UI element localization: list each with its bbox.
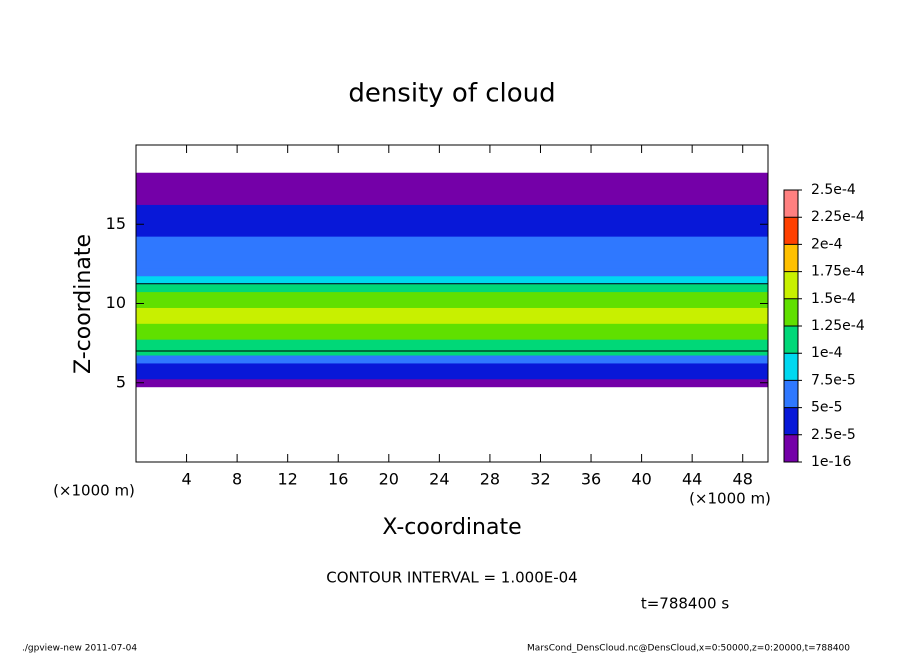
y-tick-label: 10 bbox=[106, 293, 126, 312]
colorbar-swatch bbox=[784, 407, 798, 435]
field-band bbox=[136, 220, 768, 229]
contour-note: CONTOUR INTERVAL = 1.000E-04 bbox=[326, 569, 577, 587]
x-tick-label: 16 bbox=[328, 470, 348, 489]
field-band bbox=[136, 370, 768, 380]
x-tick-label: 12 bbox=[278, 470, 298, 489]
colorbar-swatch bbox=[784, 380, 798, 408]
x-tick-label: 32 bbox=[530, 470, 550, 489]
x-tick-label: 4 bbox=[181, 470, 191, 489]
x-unit: (×1000 m) bbox=[689, 490, 771, 508]
colorbar-swatch bbox=[784, 190, 798, 218]
field-band bbox=[136, 323, 768, 332]
x-tick-label: 24 bbox=[429, 470, 449, 489]
x-tick-label: 28 bbox=[480, 470, 500, 489]
x-axis-label: X-coordinate bbox=[382, 515, 521, 540]
x-tick-label: 40 bbox=[631, 470, 651, 489]
chart-title: density of cloud bbox=[348, 79, 555, 109]
colorbar-label: 1.25e-4 bbox=[811, 318, 865, 334]
field-band bbox=[136, 378, 768, 388]
field-band bbox=[136, 196, 768, 205]
y-tick-label: 5 bbox=[116, 372, 126, 391]
field-band bbox=[136, 299, 768, 308]
colorbar-swatch bbox=[784, 326, 798, 354]
field-band bbox=[136, 283, 768, 293]
y-tick-label: 15 bbox=[106, 214, 126, 233]
field-band bbox=[136, 291, 768, 301]
field-band bbox=[136, 180, 768, 190]
colorbar-label: 2e-4 bbox=[811, 236, 843, 252]
colorbar-swatch bbox=[784, 353, 798, 381]
field-band bbox=[136, 362, 768, 372]
colorbar-label: 1.75e-4 bbox=[811, 264, 865, 280]
y-unit: (×1000 m) bbox=[53, 482, 135, 500]
colorbar-label: 1.5e-4 bbox=[811, 291, 856, 307]
colorbar-label: 2.5e-5 bbox=[811, 427, 856, 443]
colorbar-swatch bbox=[784, 298, 798, 326]
colorbar-swatch bbox=[784, 217, 798, 245]
field-band bbox=[136, 244, 768, 253]
field-band bbox=[136, 172, 768, 182]
x-tick-label: 48 bbox=[733, 470, 753, 489]
field-band bbox=[136, 339, 768, 348]
colorbar-label: 2.5e-4 bbox=[811, 182, 856, 198]
field-band bbox=[136, 236, 768, 245]
field-band bbox=[136, 251, 768, 261]
colorbar-label: 2.25e-4 bbox=[811, 209, 865, 225]
field-band bbox=[136, 228, 768, 237]
colorbar-label: 1e-4 bbox=[811, 345, 843, 361]
x-tick-label: 44 bbox=[682, 470, 702, 489]
field-band bbox=[136, 355, 768, 364]
colorbar-swatch bbox=[784, 271, 798, 299]
x-tick-label: 20 bbox=[379, 470, 399, 489]
footer-right: MarsCond_DensCloud.nc@DensCloud,x=0:5000… bbox=[527, 644, 850, 654]
field-band bbox=[136, 259, 768, 269]
field-band bbox=[136, 267, 768, 277]
colorbar-label: 1e-16 bbox=[811, 454, 851, 470]
colorbar-swatch bbox=[784, 244, 798, 272]
y-axis-label: Z-coordinate bbox=[71, 234, 96, 374]
field-band bbox=[136, 188, 768, 198]
field-band bbox=[136, 204, 768, 213]
field-band bbox=[136, 315, 768, 324]
field-band bbox=[136, 331, 768, 340]
x-tick-label: 36 bbox=[581, 470, 601, 489]
colorbar-label: 5e-5 bbox=[811, 400, 842, 416]
x-tick-label: 8 bbox=[232, 470, 242, 489]
field-band bbox=[136, 307, 768, 316]
field-band bbox=[136, 275, 768, 285]
colorbar-label: 7.5e-5 bbox=[811, 372, 856, 388]
field-band bbox=[136, 212, 768, 221]
time-note: t=788400 s bbox=[641, 595, 729, 613]
colorbar-swatch bbox=[784, 434, 798, 462]
footer-left: ./gpview-new 2011-07-04 bbox=[22, 644, 137, 654]
